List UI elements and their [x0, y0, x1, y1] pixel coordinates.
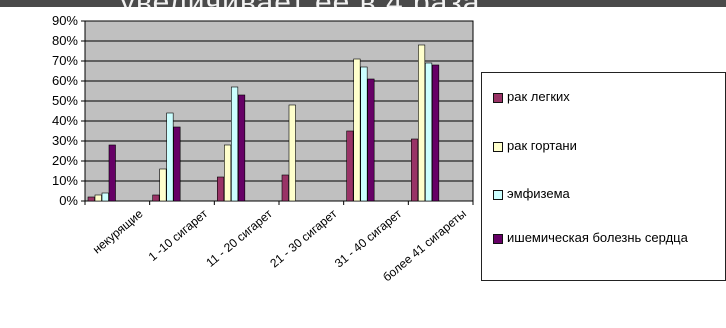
legend-swatch	[493, 142, 503, 152]
legend-item: рак легких	[493, 88, 726, 105]
bar	[159, 168, 167, 202]
bar	[231, 86, 239, 202]
y-tick-label: 50%	[52, 93, 78, 108]
legend-item: эмфизема	[493, 185, 726, 202]
legend-swatch	[493, 234, 503, 244]
bar	[94, 194, 102, 202]
bar-chart: 0% 10% 20% 30% 40% 50% 60% 70% 80% 90% некурящие 1 …	[52, 13, 474, 284]
y-tick-label: 10%	[52, 173, 78, 188]
legend-swatch	[493, 93, 503, 103]
chart-frame: 0% 10% 20% 30% 40% 50% 60% 70% 80% 90% некурящие 1 …	[0, 7, 726, 328]
y-tick-label: 40%	[52, 113, 78, 128]
bar	[238, 94, 246, 202]
bar	[87, 196, 95, 202]
bar	[353, 58, 361, 202]
bar	[288, 104, 296, 202]
chart-legend: рак легких рак гортани эмфизема ишемическая…	[481, 72, 726, 281]
legend-label: рак гортани	[507, 138, 577, 153]
legend-item: рак гортани	[493, 137, 726, 154]
y-tick-label: 60%	[52, 73, 78, 88]
legend-swatch	[493, 190, 503, 200]
bar	[217, 176, 225, 202]
bar	[166, 112, 174, 202]
x-category-label: 11 - 20 сигарет	[203, 206, 275, 270]
bar	[108, 144, 116, 202]
bar	[281, 174, 289, 202]
x-category-label: некурящие	[90, 206, 146, 256]
legend-label: рак легких	[507, 89, 570, 104]
x-category-label: 21 - 30 сигарет	[267, 206, 340, 270]
x-category-label: 31 - 40 сигарет	[332, 206, 405, 270]
bar	[425, 62, 433, 202]
y-tick-label: 90%	[52, 13, 78, 28]
y-tick-label: 70%	[52, 53, 78, 68]
bar	[346, 130, 354, 202]
legend-label: эмфизема	[507, 186, 570, 201]
bar	[367, 78, 375, 202]
y-tick-label: 0%	[59, 193, 78, 208]
y-tick-label: 20%	[52, 153, 78, 168]
bar	[101, 192, 109, 202]
x-category-label: 1 -10 сигарет	[146, 206, 211, 264]
y-tick-label: 30%	[52, 133, 78, 148]
bar	[418, 44, 426, 202]
bar	[224, 144, 232, 202]
legend-label: ишемическая болезнь сердца	[507, 230, 688, 245]
y-tick-label: 80%	[52, 33, 78, 48]
bar	[173, 126, 181, 202]
legend-item: ишемическая болезнь сердца	[493, 229, 726, 246]
bar	[432, 64, 440, 202]
plot-area	[84, 20, 474, 202]
bar	[360, 66, 368, 202]
bar	[411, 138, 419, 202]
bar	[152, 194, 160, 202]
